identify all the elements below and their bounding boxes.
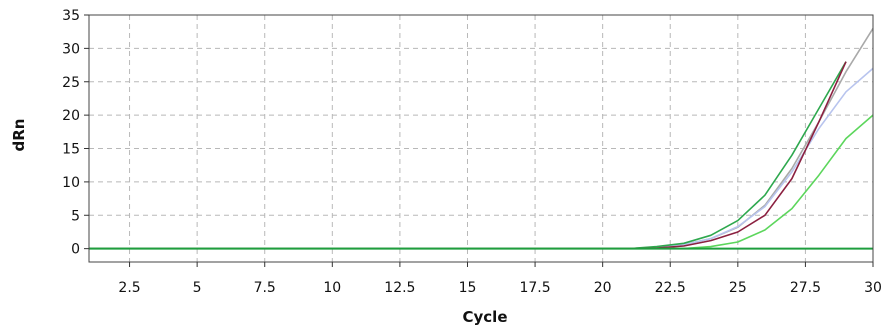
y-tick-label: 30 (62, 41, 80, 57)
x-tick-label: 27.5 (790, 280, 821, 296)
x-tick-label: 12.5 (384, 280, 415, 296)
y-tick-label: 25 (62, 75, 80, 91)
x-tick-label: 2.5 (118, 280, 140, 296)
x-tick-label: 30 (864, 280, 882, 296)
x-tick-label: 17.5 (519, 280, 550, 296)
y-axis-title: dRn (10, 119, 28, 152)
x-axis-title: Cycle (463, 308, 508, 326)
x-tick-label: 15 (459, 280, 477, 296)
series-layer (89, 27, 874, 250)
y-tick-label: 10 (62, 175, 80, 191)
y-tick-label: 35 (62, 8, 80, 24)
plot-frame-layer (88, 14, 874, 263)
x-tick-label: 25 (729, 280, 747, 296)
y-tick-label: 20 (62, 108, 80, 124)
plot-area (89, 15, 873, 262)
x-tick-label: 7.5 (254, 280, 276, 296)
y-tick-label: 0 (71, 242, 80, 258)
x-tick-label: 5 (193, 280, 202, 296)
x-tick-label: 22.5 (655, 280, 686, 296)
y-tick-label: 15 (62, 142, 80, 158)
y-tick-label: 5 (71, 208, 80, 224)
plot-border (88, 14, 874, 263)
tick-layer: 2.5 5 7.5 10 12.5 15 17.5 20 22.5 25 27.5 30 0 5 10 15 2… (62, 8, 882, 296)
grid-layer (89, 15, 873, 262)
x-tick-label: 20 (594, 280, 612, 296)
x-tick-label: 10 (323, 280, 341, 296)
